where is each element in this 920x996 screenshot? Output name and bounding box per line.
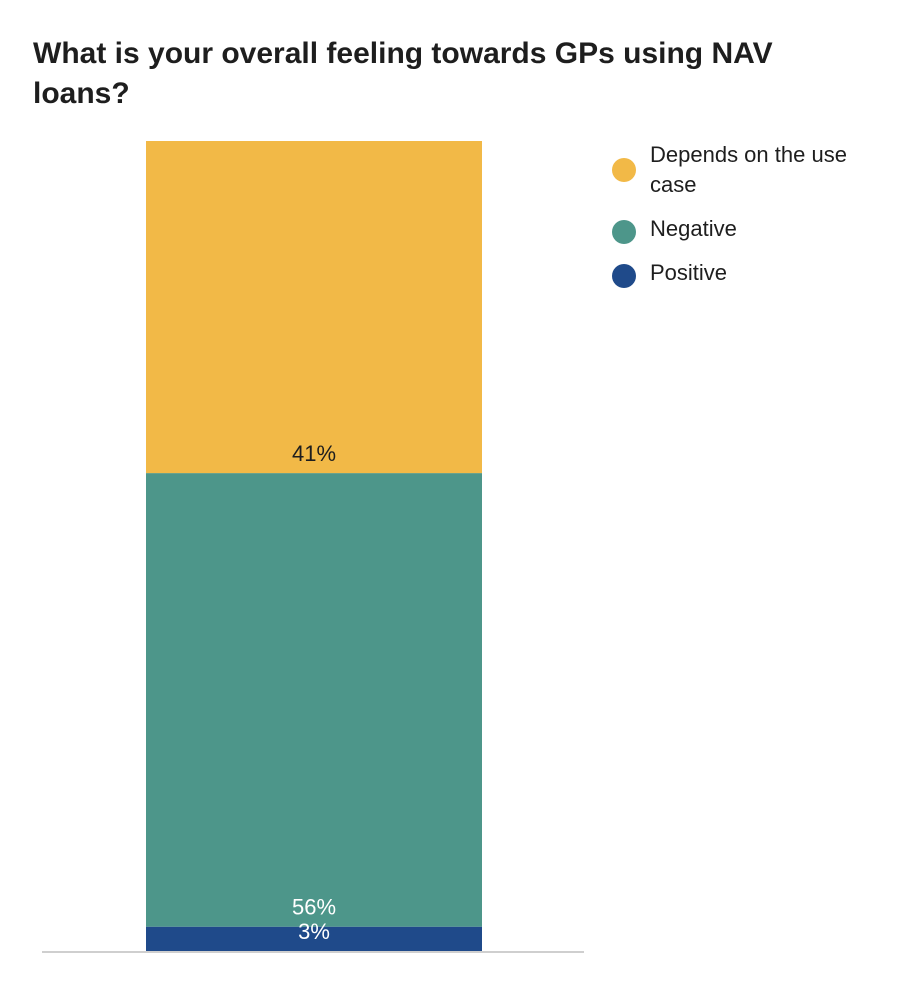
bar-segment-positive	[146, 926, 482, 951]
legend-item-depends: Depends on the use case	[612, 140, 872, 200]
legend-item-positive: Positive	[612, 258, 872, 288]
data-labels: 3%56% 41%	[292, 441, 336, 944]
legend-label-positive: Positive	[650, 260, 728, 285]
data-label-negative: 56%	[292, 895, 336, 920]
legend-label-negative: Negative	[650, 216, 737, 241]
data-label-depends-on-the-use-case: 41%	[292, 441, 336, 466]
legend-swatch-depends	[612, 158, 636, 182]
legend-swatch-positive	[612, 264, 636, 288]
bar-segments	[146, 141, 482, 951]
bar-segment-negative	[146, 473, 482, 927]
legend: Depends on the use case Negative Positiv…	[612, 140, 872, 302]
legend-label-depends: Depends on the use case	[650, 142, 847, 197]
legend-item-negative: Negative	[612, 214, 872, 244]
legend-swatch-negative	[612, 220, 636, 244]
data-label-positive: 3%	[298, 919, 330, 944]
chart-title: What is your overall feeling towards GPs…	[33, 37, 773, 110]
bar-segment-depends-on-the-use-case	[146, 141, 482, 474]
